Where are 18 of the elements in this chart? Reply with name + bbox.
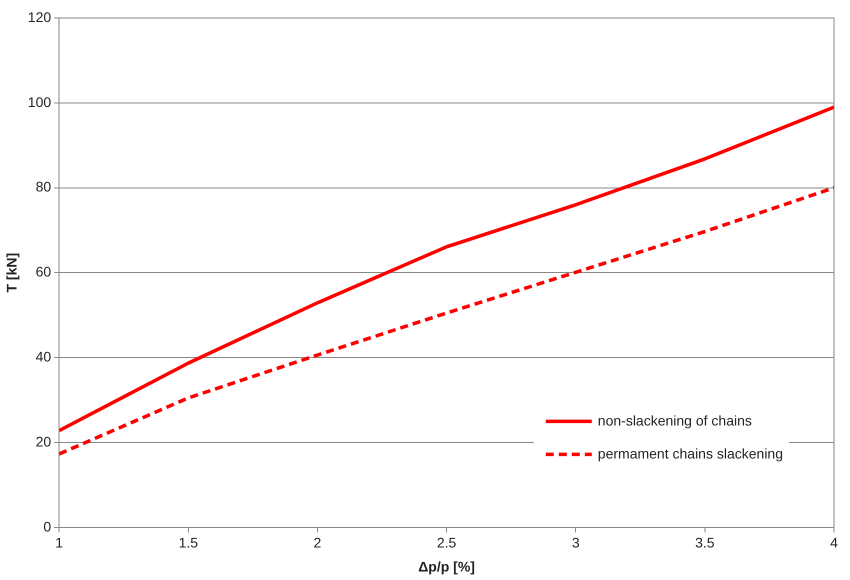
y-tick-label: 40 [36, 348, 52, 364]
y-axis-title: T [kN] [3, 252, 20, 293]
y-tick-label: 100 [28, 94, 52, 110]
x-tick-label: 3 [572, 534, 580, 551]
x-tick-label: 1.5 [178, 534, 198, 551]
y-tick-label: 0 [43, 518, 52, 534]
x-tick-label: 1 [55, 534, 64, 551]
y-tick-label: 80 [36, 178, 52, 195]
x-axis-title: Δp/p [%] [418, 558, 475, 574]
x-tick-label: 2 [314, 534, 322, 551]
x-tick-label: 2.5 [436, 534, 457, 551]
y-tick-label: 60 [36, 264, 52, 280]
x-tick-label: 3.5 [695, 534, 715, 551]
legend-label: permament chains slackening [598, 445, 784, 462]
x-tick-label: 4 [830, 534, 838, 551]
legend-label: non-slackening of chains [598, 412, 752, 428]
y-tick-label: 120 [28, 8, 52, 25]
y-tick-label: 20 [36, 433, 52, 450]
